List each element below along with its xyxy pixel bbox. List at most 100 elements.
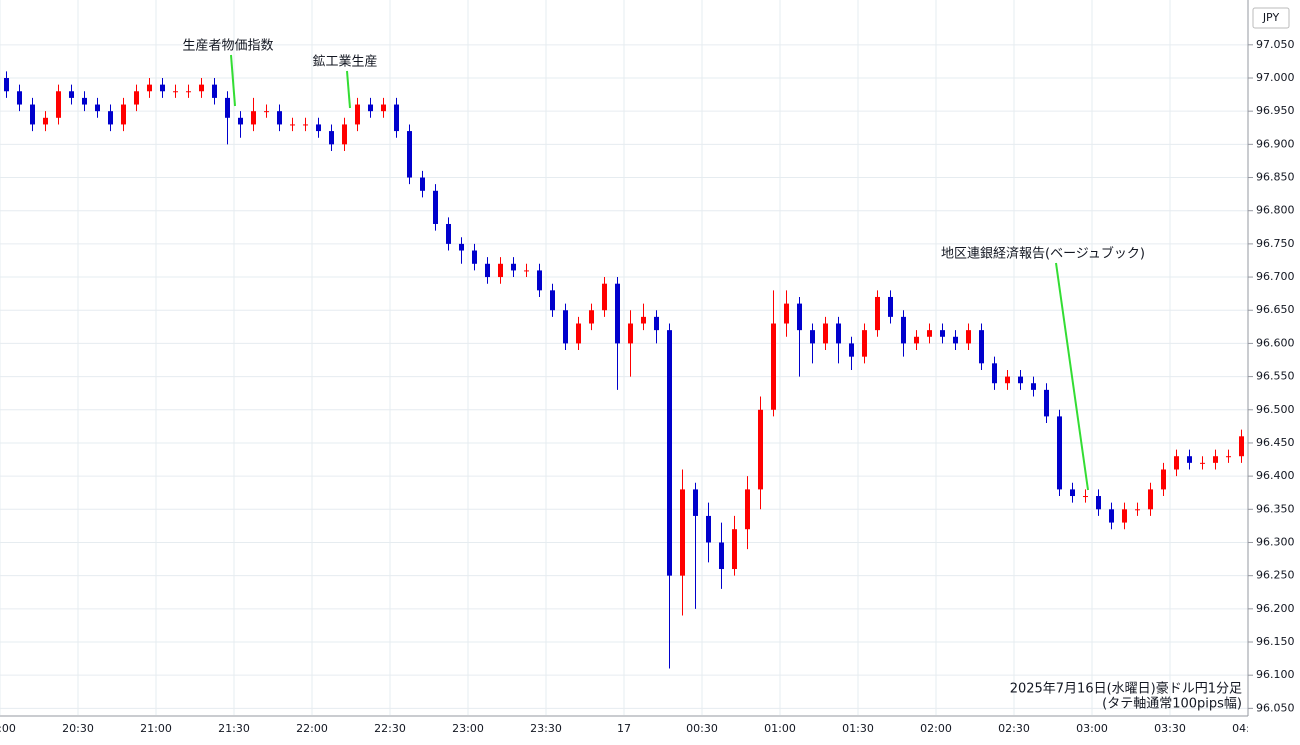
candle-body [563, 310, 568, 344]
y-tick-label: 96.900 [1256, 137, 1295, 150]
candle-body [745, 489, 750, 530]
candle-body [186, 91, 191, 93]
candle-body [641, 316, 646, 324]
footnote: 2025年7月16日(水曜日)豪ドル円1分足 [1010, 681, 1242, 697]
candle-body [1005, 376, 1010, 384]
candle-body [524, 270, 529, 272]
candle-body [56, 91, 61, 118]
y-tick-label: 96.550 [1256, 370, 1295, 383]
candle-body [966, 330, 971, 344]
candle-body [1161, 469, 1166, 490]
candle-body [316, 124, 321, 132]
x-tick-label: 01:30 [842, 722, 874, 735]
x-tick-label: 23:00 [452, 722, 484, 735]
candle-body [914, 336, 919, 344]
candle-body [108, 111, 113, 125]
y-tick-label: 96.350 [1256, 502, 1295, 515]
candle-body [1031, 383, 1036, 390]
footnote: (タテ軸通常100pips幅) [1102, 697, 1242, 712]
candle-body [1226, 456, 1231, 458]
currency-box [1252, 7, 1290, 29]
candle-body [4, 77, 9, 92]
grid [0, 0, 1249, 715]
candle-body [342, 124, 347, 145]
candle-body [121, 104, 126, 125]
candle-body [550, 290, 555, 311]
candle-body [602, 283, 607, 311]
y-tick-label: 96.750 [1256, 237, 1295, 250]
candle-body [1148, 489, 1153, 510]
candle-body [823, 323, 828, 344]
x-tick-label: 21:00 [140, 722, 172, 735]
candle-body [1174, 456, 1179, 470]
x-tick-label: 03:30 [1154, 722, 1186, 735]
candle-body [758, 409, 763, 490]
candle-body [849, 343, 854, 357]
candle-body [251, 111, 256, 125]
x-tick-label: 02:00 [920, 722, 952, 735]
x-tick-label: 20:00 [0, 722, 16, 735]
candle-body [628, 323, 633, 344]
candle-body [1239, 436, 1244, 457]
candle-body [1070, 489, 1075, 497]
candle-body [940, 330, 945, 337]
candle-body [654, 316, 659, 331]
annotation: 生産者物価指数 [182, 38, 273, 54]
candle-body [810, 330, 815, 344]
candle-body [1122, 509, 1127, 523]
annotation-pointer [346, 70, 351, 109]
candle-body [680, 489, 685, 576]
x-tick-label: 23:30 [530, 722, 562, 735]
y-tick-label: 96.450 [1256, 436, 1295, 449]
candle-body [953, 336, 958, 344]
y-tick-label: 96.600 [1256, 336, 1295, 349]
candle-body [732, 529, 737, 570]
x-tick-label: 03:00 [1076, 722, 1108, 735]
candle-body [537, 270, 542, 291]
y-axis-label: JPY [1262, 11, 1280, 24]
candle-body [394, 104, 399, 132]
candle-body [667, 330, 672, 576]
price-axis: 96.050 96.100 96.150 96.200 96.250 96.300 96.3… [1248, 38, 1295, 714]
x-tick-label: 02:30 [998, 722, 1030, 735]
candle-body [17, 91, 22, 105]
candle-body [797, 303, 802, 331]
candle-body [875, 296, 880, 331]
x-tick-label: 01:00 [764, 722, 796, 735]
candle-body [498, 263, 503, 278]
candle-body [1096, 496, 1101, 510]
annotations: 生産者物価指数 鉱工業生産 地区連銀経済報告(ベージュブック) 2025年7月1… [182, 38, 1242, 712]
x-tick-label: 21:30 [218, 722, 250, 735]
candle-body [225, 97, 230, 118]
y-tick-label: 96.250 [1256, 569, 1295, 582]
y-tick-label: 96.150 [1256, 635, 1295, 648]
y-tick-label: 96.500 [1256, 403, 1295, 416]
candle-body [290, 124, 295, 126]
candle-body [927, 330, 932, 337]
candle-body [485, 263, 490, 278]
candle-body [1109, 509, 1114, 523]
x-tick-label: 20:30 [62, 722, 94, 735]
candles [4, 71, 1257, 669]
candle-body [1018, 376, 1023, 384]
candle-body [615, 283, 620, 344]
candle-body [784, 303, 789, 324]
annotation: 鉱工業生産 [312, 54, 377, 70]
y-tick-label: 97.000 [1256, 71, 1295, 84]
x-tick-label: 22:00 [296, 722, 328, 735]
candle-body [576, 323, 581, 344]
candle-body [1057, 416, 1062, 490]
candle-body [238, 117, 243, 125]
candle-body [589, 310, 594, 324]
y-tick-label: 96.200 [1256, 602, 1295, 615]
candle-body [1187, 456, 1192, 463]
candle-body [446, 223, 451, 244]
candle-body [407, 131, 412, 178]
candle-body [30, 104, 35, 125]
y-tick-label: 96.950 [1256, 104, 1295, 117]
y-tick-label: 96.650 [1256, 303, 1295, 316]
candle-body [329, 131, 334, 145]
candle-body [511, 263, 516, 271]
annotation-pointer [230, 54, 236, 107]
